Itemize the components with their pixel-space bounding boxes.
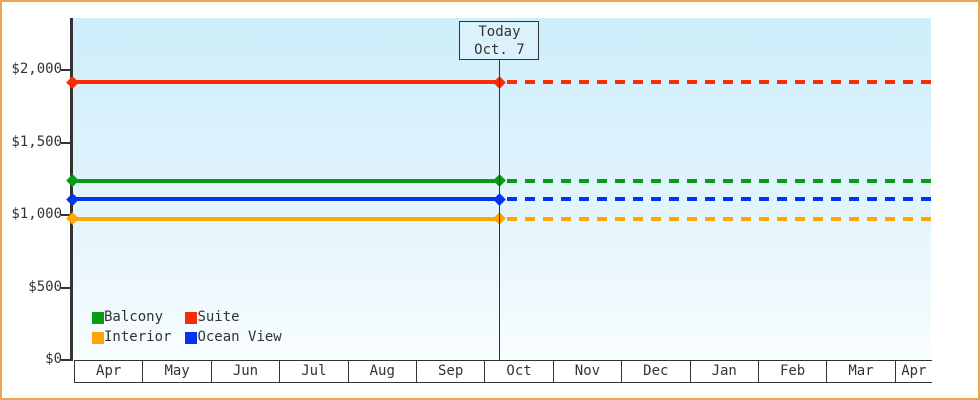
y-axis-tick (61, 286, 70, 289)
legend-label: Balcony (104, 309, 164, 325)
x-axis-month-cell: Apr (901, 363, 927, 379)
y-axis-tick (61, 141, 70, 144)
series-line-future-interior (499, 216, 931, 221)
series-line-past-interior (72, 216, 500, 221)
series-line-past-suite (72, 80, 500, 85)
legend-swatch-icon-balcony (92, 311, 104, 324)
x-axis-month-row: Apr May Jun Jul Aug Sep Oct Nov Dec Jan Feb Mar Apr (74, 360, 932, 383)
y-axis-tick (61, 359, 70, 361)
legend-item-interior: Interior (92, 329, 172, 345)
y-axis-label: $0 (45, 351, 62, 367)
y-axis-tick (61, 69, 70, 71)
series-line-past-ocean-view (72, 197, 500, 202)
legend-item-ocean-view: Ocean View (185, 329, 282, 345)
plot-area-background (72, 18, 931, 360)
x-axis-month-cell: Jul (280, 361, 349, 382)
x-axis-month-cell: Sep (417, 361, 486, 382)
legend-swatch-icon-interior (92, 331, 104, 344)
x-axis-month-cell: Feb (759, 361, 828, 382)
x-axis-month-cell: Oct (485, 361, 554, 382)
today-label-box: Today Oct. 7 (459, 21, 540, 60)
legend-label: Suite (197, 309, 240, 325)
x-axis-month-cell: Jan (691, 361, 759, 382)
legend-swatch-icon-ocean-view (185, 331, 198, 344)
x-axis-month-cell: Mar (827, 361, 896, 382)
series-line-past-balcony (72, 178, 500, 183)
legend-item-balcony: Balcony (92, 309, 171, 325)
chart-legend: Balcony Suite Interior Ocean View (92, 309, 282, 345)
x-axis-month-cell: Jun (212, 361, 281, 382)
y-axis-label: $1,000 (11, 206, 62, 222)
x-axis-month-cell: Aug (349, 361, 417, 382)
y-axis-tick (61, 214, 70, 216)
y-axis-label: $1,500 (11, 133, 62, 150)
y-axis-line (70, 18, 73, 361)
x-axis-month-cell: Nov (554, 361, 623, 382)
series-line-future-ocean-view (499, 197, 931, 202)
x-axis-month-cell: May (143, 361, 212, 382)
legend-label: Ocean View (197, 329, 282, 345)
x-axis-month-cell: Apr (75, 361, 144, 382)
today-vertical-line (498, 60, 500, 360)
series-line-future-balcony (499, 178, 931, 183)
x-axis-month-cell: Dec (622, 361, 691, 382)
legend-label: Interior (104, 329, 172, 345)
y-axis-label: $500 (28, 278, 62, 295)
legend-item-suite: Suite (185, 309, 281, 325)
today-label-line1: Today (478, 24, 521, 40)
y-axis-label: $2,000 (11, 61, 62, 77)
legend-swatch-icon-suite (185, 311, 198, 324)
series-line-future-suite (499, 80, 931, 85)
today-label-line2: Oct. 7 (474, 42, 525, 58)
